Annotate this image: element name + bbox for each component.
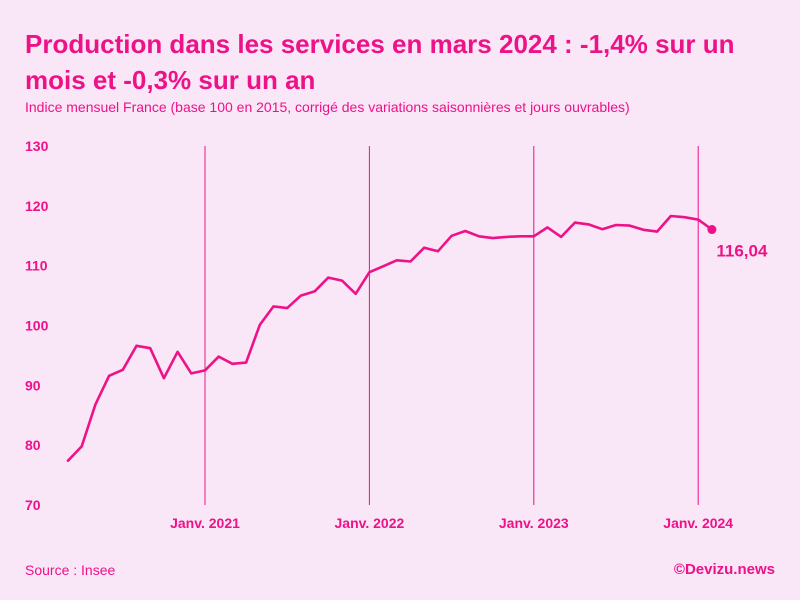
x-tick-label: Janv. 2023 <box>499 515 569 531</box>
last-value-label: 116,04 <box>716 242 768 261</box>
y-tick-label: 120 <box>25 198 49 214</box>
source-note: Source : Insee <box>25 562 116 578</box>
chart-subtitle: Indice mensuel France (base 100 en 2015,… <box>25 99 630 115</box>
x-tick-label: Janv. 2022 <box>335 515 405 531</box>
y-tick-label: 80 <box>25 437 41 453</box>
y-tick-label: 130 <box>25 138 49 154</box>
last-point-marker <box>707 225 717 235</box>
x-tick-label: Janv. 2024 <box>663 515 733 531</box>
y-tick-label: 100 <box>25 318 49 334</box>
series-line <box>66 214 714 463</box>
chart-title: Production dans les services en mars 202… <box>25 29 735 95</box>
y-tick-label: 110 <box>25 258 48 274</box>
y-tick-label: 70 <box>25 497 41 513</box>
y-tick-label: 90 <box>25 377 41 393</box>
brand-credit: ©Devizu.news <box>673 561 775 578</box>
x-tick-label: Janv. 2021 <box>170 515 240 531</box>
